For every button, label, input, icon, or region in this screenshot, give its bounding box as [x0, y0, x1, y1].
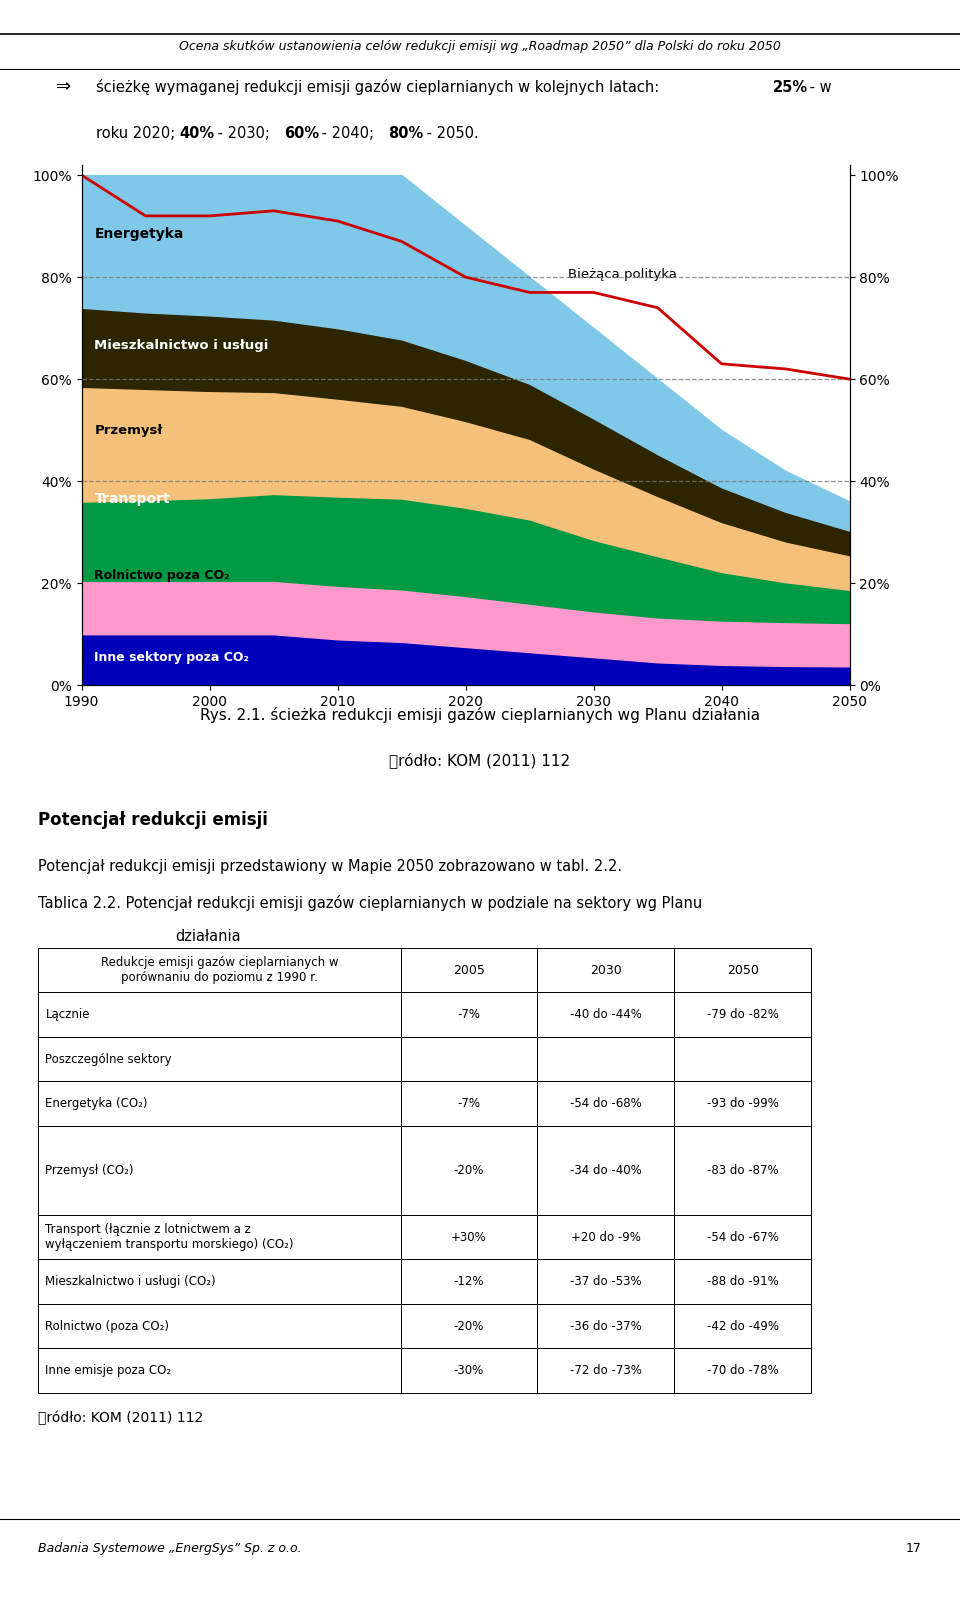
Text: -83 do -87%: -83 do -87%: [707, 1164, 779, 1177]
Text: Rys. 2.1. ścieżka redukcji emisji gazów cieplarnianych wg Planu działania: Rys. 2.1. ścieżka redukcji emisji gazów …: [200, 708, 760, 724]
Text: Inne sektory poza CO₂: Inne sektory poza CO₂: [94, 650, 250, 664]
Text: -72 do -73%: -72 do -73%: [570, 1364, 642, 1377]
Bar: [538, 948, 674, 993]
Bar: [400, 1037, 538, 1081]
Text: Bieżąca polityka: Bieżąca polityka: [568, 267, 677, 282]
Text: Lącznie: Lącznie: [45, 1009, 90, 1021]
Text: - 2030;: - 2030;: [213, 126, 275, 141]
Bar: [538, 1303, 674, 1348]
Bar: [38, 1215, 400, 1260]
Text: 2005: 2005: [453, 964, 485, 977]
Bar: [38, 948, 400, 993]
Text: Rolnictwo (poza CO₂): Rolnictwo (poza CO₂): [45, 1319, 170, 1332]
Bar: [674, 1215, 811, 1260]
Text: działania: działania: [176, 929, 241, 943]
Text: Ocena skutków ustanowienia celów redukcji emisji wg „Roadmap 2050” dla Polski do: Ocena skutków ustanowienia celów redukcj…: [180, 40, 780, 53]
Text: 17: 17: [905, 1542, 922, 1555]
Text: ឹródło: KOM (2011) 112: ឹródło: KOM (2011) 112: [38, 1412, 204, 1425]
Bar: [400, 993, 538, 1037]
Text: Mieszkalnictwo i usługi (CO₂): Mieszkalnictwo i usługi (CO₂): [45, 1274, 216, 1289]
Text: -20%: -20%: [454, 1319, 484, 1332]
Text: 2050: 2050: [727, 964, 758, 977]
Text: +30%: +30%: [451, 1231, 487, 1244]
Bar: [538, 993, 674, 1037]
Text: Potencjał redukcji emisji przedstawiony w Mapie 2050 zobrazowano w tabl. 2.2.: Potencjał redukcji emisji przedstawiony …: [38, 858, 622, 874]
Bar: [38, 1348, 400, 1393]
Text: - 2050.: - 2050.: [421, 126, 478, 141]
Bar: [538, 1260, 674, 1303]
Text: -7%: -7%: [458, 1009, 480, 1021]
Bar: [400, 1126, 538, 1215]
Bar: [38, 1037, 400, 1081]
Text: 40%: 40%: [180, 126, 215, 141]
Bar: [400, 1215, 538, 1260]
Text: Transport: Transport: [94, 492, 170, 506]
Text: -40 do -44%: -40 do -44%: [570, 1009, 642, 1021]
Bar: [38, 1081, 400, 1126]
Bar: [674, 948, 811, 993]
Text: Przemysł (CO₂): Przemysł (CO₂): [45, 1164, 134, 1177]
Text: ឹródło: KOM (2011) 112: ឹródło: KOM (2011) 112: [390, 752, 570, 768]
Text: - 2040;: - 2040;: [318, 126, 379, 141]
Text: roku 2020;: roku 2020;: [96, 126, 180, 141]
Bar: [674, 1260, 811, 1303]
Bar: [400, 948, 538, 993]
Bar: [674, 993, 811, 1037]
Text: -54 do -67%: -54 do -67%: [707, 1231, 779, 1244]
Bar: [674, 1348, 811, 1393]
Bar: [674, 1126, 811, 1215]
Bar: [538, 1215, 674, 1260]
Text: -93 do -99%: -93 do -99%: [707, 1097, 779, 1109]
Bar: [38, 993, 400, 1037]
Text: Energetyka (CO₂): Energetyka (CO₂): [45, 1097, 148, 1109]
Bar: [538, 1081, 674, 1126]
Text: -37 do -53%: -37 do -53%: [570, 1274, 641, 1289]
Text: 25%: 25%: [773, 80, 808, 94]
Text: -34 do -40%: -34 do -40%: [570, 1164, 641, 1177]
Bar: [674, 1303, 811, 1348]
Text: -70 do -78%: -70 do -78%: [707, 1364, 779, 1377]
Bar: [538, 1348, 674, 1393]
Text: 80%: 80%: [388, 126, 423, 141]
Text: Inne emisje poza CO₂: Inne emisje poza CO₂: [45, 1364, 172, 1377]
Text: -7%: -7%: [458, 1097, 480, 1109]
Text: -30%: -30%: [454, 1364, 484, 1377]
Bar: [38, 1260, 400, 1303]
Text: Energetyka: Energetyka: [94, 227, 183, 240]
Text: Rolnictwo poza CO₂: Rolnictwo poza CO₂: [94, 568, 229, 583]
Text: Przemysł: Przemysł: [94, 424, 162, 437]
Text: -36 do -37%: -36 do -37%: [570, 1319, 641, 1332]
Text: ścieżkę wymaganej redukcji emisji gazów cieplarnianych w kolejnych latach:: ścieżkę wymaganej redukcji emisji gazów …: [96, 78, 668, 94]
Text: Badania Systemowe „EnergSys” Sp. z o.o.: Badania Systemowe „EnergSys” Sp. z o.o.: [38, 1542, 302, 1555]
Text: ⇒: ⇒: [56, 78, 71, 96]
Text: -54 do -68%: -54 do -68%: [570, 1097, 641, 1109]
Text: - w: - w: [805, 80, 831, 94]
Bar: [38, 1303, 400, 1348]
Text: -79 do -82%: -79 do -82%: [707, 1009, 779, 1021]
Text: Tablica 2.2. Potencjał redukcji emisji gazów cieplarnianych w podziale na sektor: Tablica 2.2. Potencjał redukcji emisji g…: [38, 895, 703, 911]
Text: Mieszkalnictwo i usługi: Mieszkalnictwo i usługi: [94, 339, 269, 352]
Text: 2030: 2030: [590, 964, 622, 977]
Text: Redukcje emisji gazów cieplarnianych w
porównaniu do poziomu z 1990 r.: Redukcje emisji gazów cieplarnianych w p…: [101, 956, 338, 985]
Text: -12%: -12%: [454, 1274, 484, 1289]
Text: Transport (łącznie z lotnictwem a z
wyłączeniem transportu morskiego) (CO₂): Transport (łącznie z lotnictwem a z wyłą…: [45, 1223, 294, 1250]
Text: -20%: -20%: [454, 1164, 484, 1177]
Text: +20 do -9%: +20 do -9%: [571, 1231, 640, 1244]
Text: 60%: 60%: [284, 126, 319, 141]
Text: Potencjał redukcji emisji: Potencjał redukcji emisji: [38, 810, 268, 829]
Bar: [674, 1037, 811, 1081]
Bar: [38, 1126, 400, 1215]
Bar: [538, 1126, 674, 1215]
Text: Poszczególne sektory: Poszczególne sektory: [45, 1052, 172, 1066]
Text: -88 do -91%: -88 do -91%: [707, 1274, 779, 1289]
Bar: [400, 1303, 538, 1348]
Bar: [674, 1081, 811, 1126]
Text: -42 do -49%: -42 do -49%: [707, 1319, 779, 1332]
Bar: [400, 1081, 538, 1126]
Bar: [400, 1260, 538, 1303]
Bar: [538, 1037, 674, 1081]
Bar: [400, 1348, 538, 1393]
